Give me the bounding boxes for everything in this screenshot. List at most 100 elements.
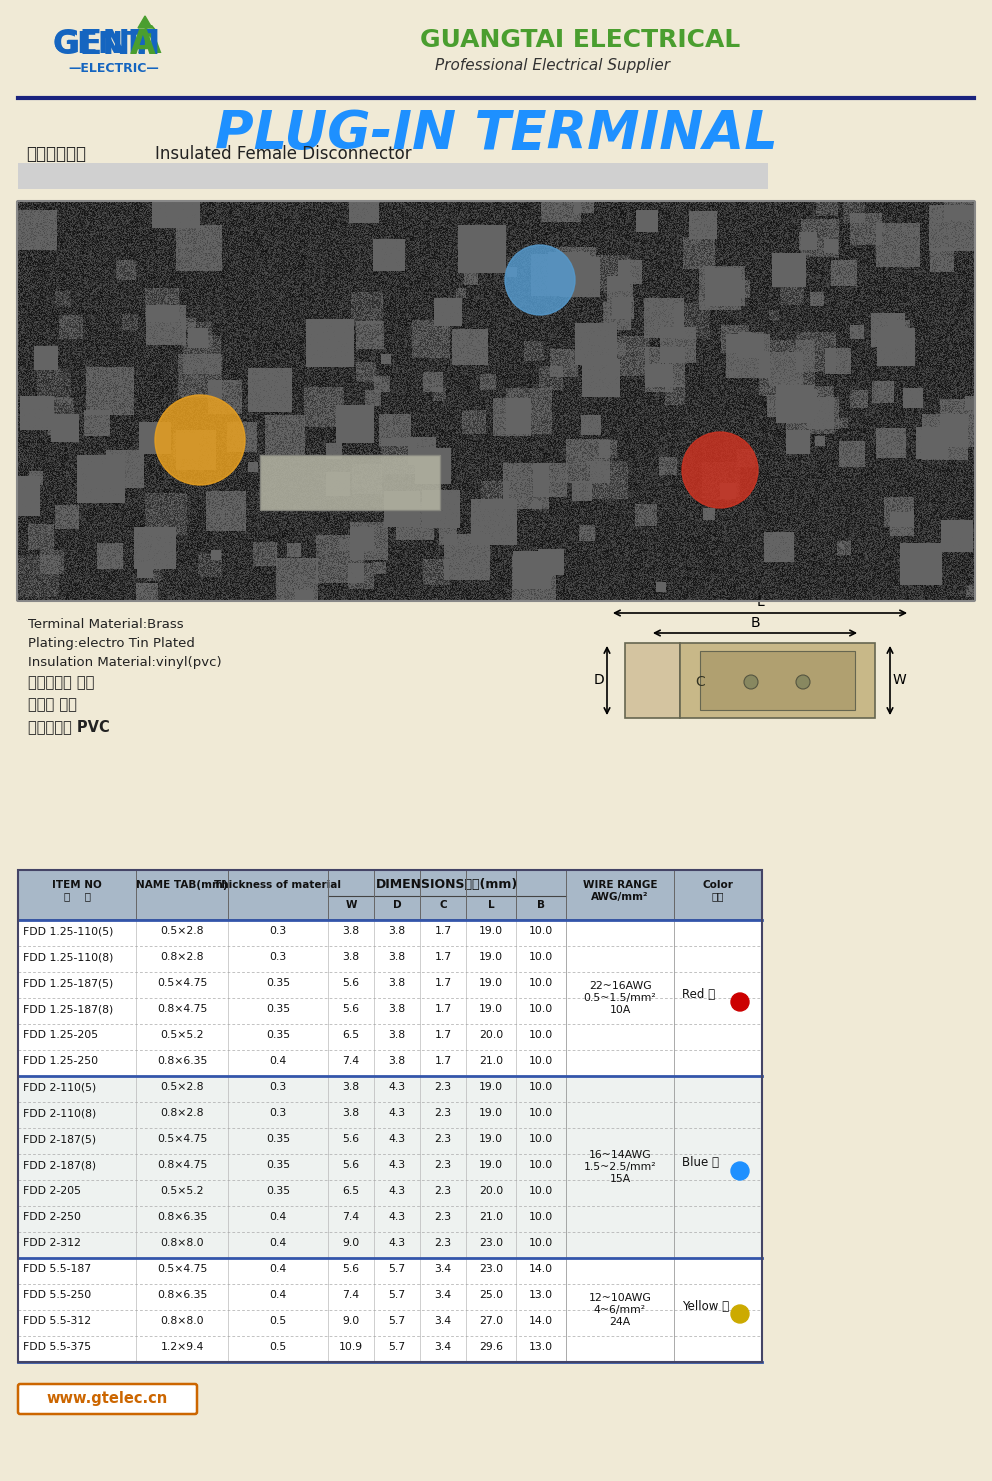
Text: 19.0: 19.0 bbox=[479, 1004, 503, 1014]
Text: FDD 1.25-110(5): FDD 1.25-110(5) bbox=[23, 926, 113, 936]
Text: W: W bbox=[345, 900, 357, 909]
Text: 10.0: 10.0 bbox=[529, 1134, 554, 1143]
Text: —ELECTRIC—: —ELECTRIC— bbox=[68, 62, 159, 76]
Text: 母预绵缘接头: 母预绵缘接头 bbox=[26, 145, 86, 163]
Text: 19.0: 19.0 bbox=[479, 1160, 503, 1170]
Bar bbox=[18, 1232, 762, 1257]
Bar bbox=[18, 869, 762, 920]
Text: 0.4: 0.4 bbox=[270, 1056, 287, 1066]
Text: 0.5×2.8: 0.5×2.8 bbox=[161, 1083, 203, 1091]
Text: 5.6: 5.6 bbox=[342, 977, 359, 988]
Bar bbox=[674, 920, 762, 1077]
Text: 10.0: 10.0 bbox=[529, 1056, 554, 1066]
Text: L: L bbox=[756, 595, 764, 609]
Bar bbox=[18, 920, 762, 946]
Bar bbox=[680, 643, 875, 718]
Text: 0.35: 0.35 bbox=[266, 1004, 290, 1014]
Text: FDD 2-187(8): FDD 2-187(8) bbox=[23, 1160, 96, 1170]
Text: 5.6: 5.6 bbox=[342, 1160, 359, 1170]
Text: 23.0: 23.0 bbox=[479, 1263, 503, 1274]
Text: 2.3: 2.3 bbox=[434, 1108, 451, 1118]
Bar bbox=[18, 1284, 762, 1311]
Text: 4.3: 4.3 bbox=[389, 1211, 406, 1222]
Text: 7.4: 7.4 bbox=[342, 1290, 359, 1300]
Text: 12~10AWG
4~6/mm²
24A: 12~10AWG 4~6/mm² 24A bbox=[588, 1293, 652, 1327]
Text: 19.0: 19.0 bbox=[479, 1083, 503, 1091]
Text: GENT: GENT bbox=[52, 28, 153, 61]
Text: 端子材料： 黄铜: 端子材料： 黄铜 bbox=[28, 675, 94, 690]
Text: 19.0: 19.0 bbox=[479, 1134, 503, 1143]
Text: 2.3: 2.3 bbox=[434, 1238, 451, 1248]
Text: 3.8: 3.8 bbox=[342, 952, 359, 963]
Text: 0.35: 0.35 bbox=[266, 1134, 290, 1143]
Text: 5.6: 5.6 bbox=[342, 1263, 359, 1274]
Text: 绸缘材料： PVC: 绸缘材料： PVC bbox=[28, 718, 110, 735]
Bar bbox=[18, 1206, 762, 1232]
Text: 5.7: 5.7 bbox=[389, 1290, 406, 1300]
Text: 0.4: 0.4 bbox=[270, 1238, 287, 1248]
Text: 0.4: 0.4 bbox=[270, 1290, 287, 1300]
Text: WIRE RANGE
AWG/mm²: WIRE RANGE AWG/mm² bbox=[582, 880, 658, 902]
Bar bbox=[18, 946, 762, 972]
Text: 0.5×4.75: 0.5×4.75 bbox=[157, 1263, 207, 1274]
Circle shape bbox=[505, 244, 575, 315]
Text: Plating:electro Tin Plated: Plating:electro Tin Plated bbox=[28, 637, 194, 650]
Text: 20.0: 20.0 bbox=[479, 1186, 503, 1197]
Text: 0.8×2.8: 0.8×2.8 bbox=[161, 952, 203, 963]
Text: FDD 2-205: FDD 2-205 bbox=[23, 1186, 81, 1197]
Text: C: C bbox=[439, 900, 446, 909]
Text: 5.6: 5.6 bbox=[342, 1134, 359, 1143]
Bar bbox=[625, 643, 680, 718]
Text: 2.3: 2.3 bbox=[434, 1186, 451, 1197]
Bar bbox=[18, 1102, 762, 1129]
Text: 4.3: 4.3 bbox=[389, 1108, 406, 1118]
Text: GUANGTAI ELECTRICAL: GUANGTAI ELECTRICAL bbox=[420, 28, 740, 52]
Text: 10.0: 10.0 bbox=[529, 1211, 554, 1222]
Text: Blue 蓝: Blue 蓝 bbox=[682, 1157, 719, 1170]
Text: 0.35: 0.35 bbox=[266, 1029, 290, 1040]
Bar bbox=[566, 920, 674, 1077]
Text: 2.3: 2.3 bbox=[434, 1134, 451, 1143]
Text: 2.3: 2.3 bbox=[434, 1211, 451, 1222]
Text: PLUG-IN TERMINAL: PLUG-IN TERMINAL bbox=[214, 108, 778, 160]
Text: 7.4: 7.4 bbox=[342, 1211, 359, 1222]
Text: 4.3: 4.3 bbox=[389, 1160, 406, 1170]
Bar bbox=[18, 1129, 762, 1154]
Text: 13.0: 13.0 bbox=[529, 1290, 554, 1300]
Bar bbox=[18, 1311, 762, 1336]
Bar bbox=[18, 869, 762, 1363]
Text: 0.8×6.35: 0.8×6.35 bbox=[157, 1290, 207, 1300]
Bar bbox=[674, 1257, 762, 1363]
Text: 1.7: 1.7 bbox=[434, 1004, 451, 1014]
Text: 5.7: 5.7 bbox=[389, 1342, 406, 1352]
Text: D: D bbox=[393, 900, 402, 909]
Text: 3.8: 3.8 bbox=[342, 1083, 359, 1091]
Text: FDD 5.5-312: FDD 5.5-312 bbox=[23, 1317, 91, 1325]
Text: 0.8×4.75: 0.8×4.75 bbox=[157, 1160, 207, 1170]
Text: C: C bbox=[695, 675, 704, 689]
Text: 4.3: 4.3 bbox=[389, 1134, 406, 1143]
Text: 4.3: 4.3 bbox=[389, 1186, 406, 1197]
Text: Terminal Material:Brass: Terminal Material:Brass bbox=[28, 618, 184, 631]
Text: DIMENSIONS尺寸(mm): DIMENSIONS尺寸(mm) bbox=[376, 878, 518, 892]
Circle shape bbox=[731, 992, 749, 1012]
Text: Red 红: Red 红 bbox=[682, 988, 715, 1001]
Text: NAME TAB(mm): NAME TAB(mm) bbox=[136, 880, 228, 890]
Circle shape bbox=[731, 1305, 749, 1323]
Text: 19.0: 19.0 bbox=[479, 977, 503, 988]
Text: FDD 5.5-250: FDD 5.5-250 bbox=[23, 1290, 91, 1300]
Text: 0.5: 0.5 bbox=[270, 1317, 287, 1325]
Text: 0.8×8.0: 0.8×8.0 bbox=[160, 1238, 203, 1248]
Text: 2.3: 2.3 bbox=[434, 1083, 451, 1091]
Text: 0.3: 0.3 bbox=[270, 952, 287, 963]
Text: 10.0: 10.0 bbox=[529, 1238, 554, 1248]
Text: 20.0: 20.0 bbox=[479, 1029, 503, 1040]
Circle shape bbox=[682, 432, 758, 508]
Text: 23.0: 23.0 bbox=[479, 1238, 503, 1248]
Text: 1.7: 1.7 bbox=[434, 1029, 451, 1040]
Text: 3.8: 3.8 bbox=[389, 1004, 406, 1014]
Text: 电镑： 锦锡: 电镑： 锦锡 bbox=[28, 698, 76, 712]
Text: 10.0: 10.0 bbox=[529, 1083, 554, 1091]
Text: 1.7: 1.7 bbox=[434, 926, 451, 936]
Text: 21.0: 21.0 bbox=[479, 1211, 503, 1222]
